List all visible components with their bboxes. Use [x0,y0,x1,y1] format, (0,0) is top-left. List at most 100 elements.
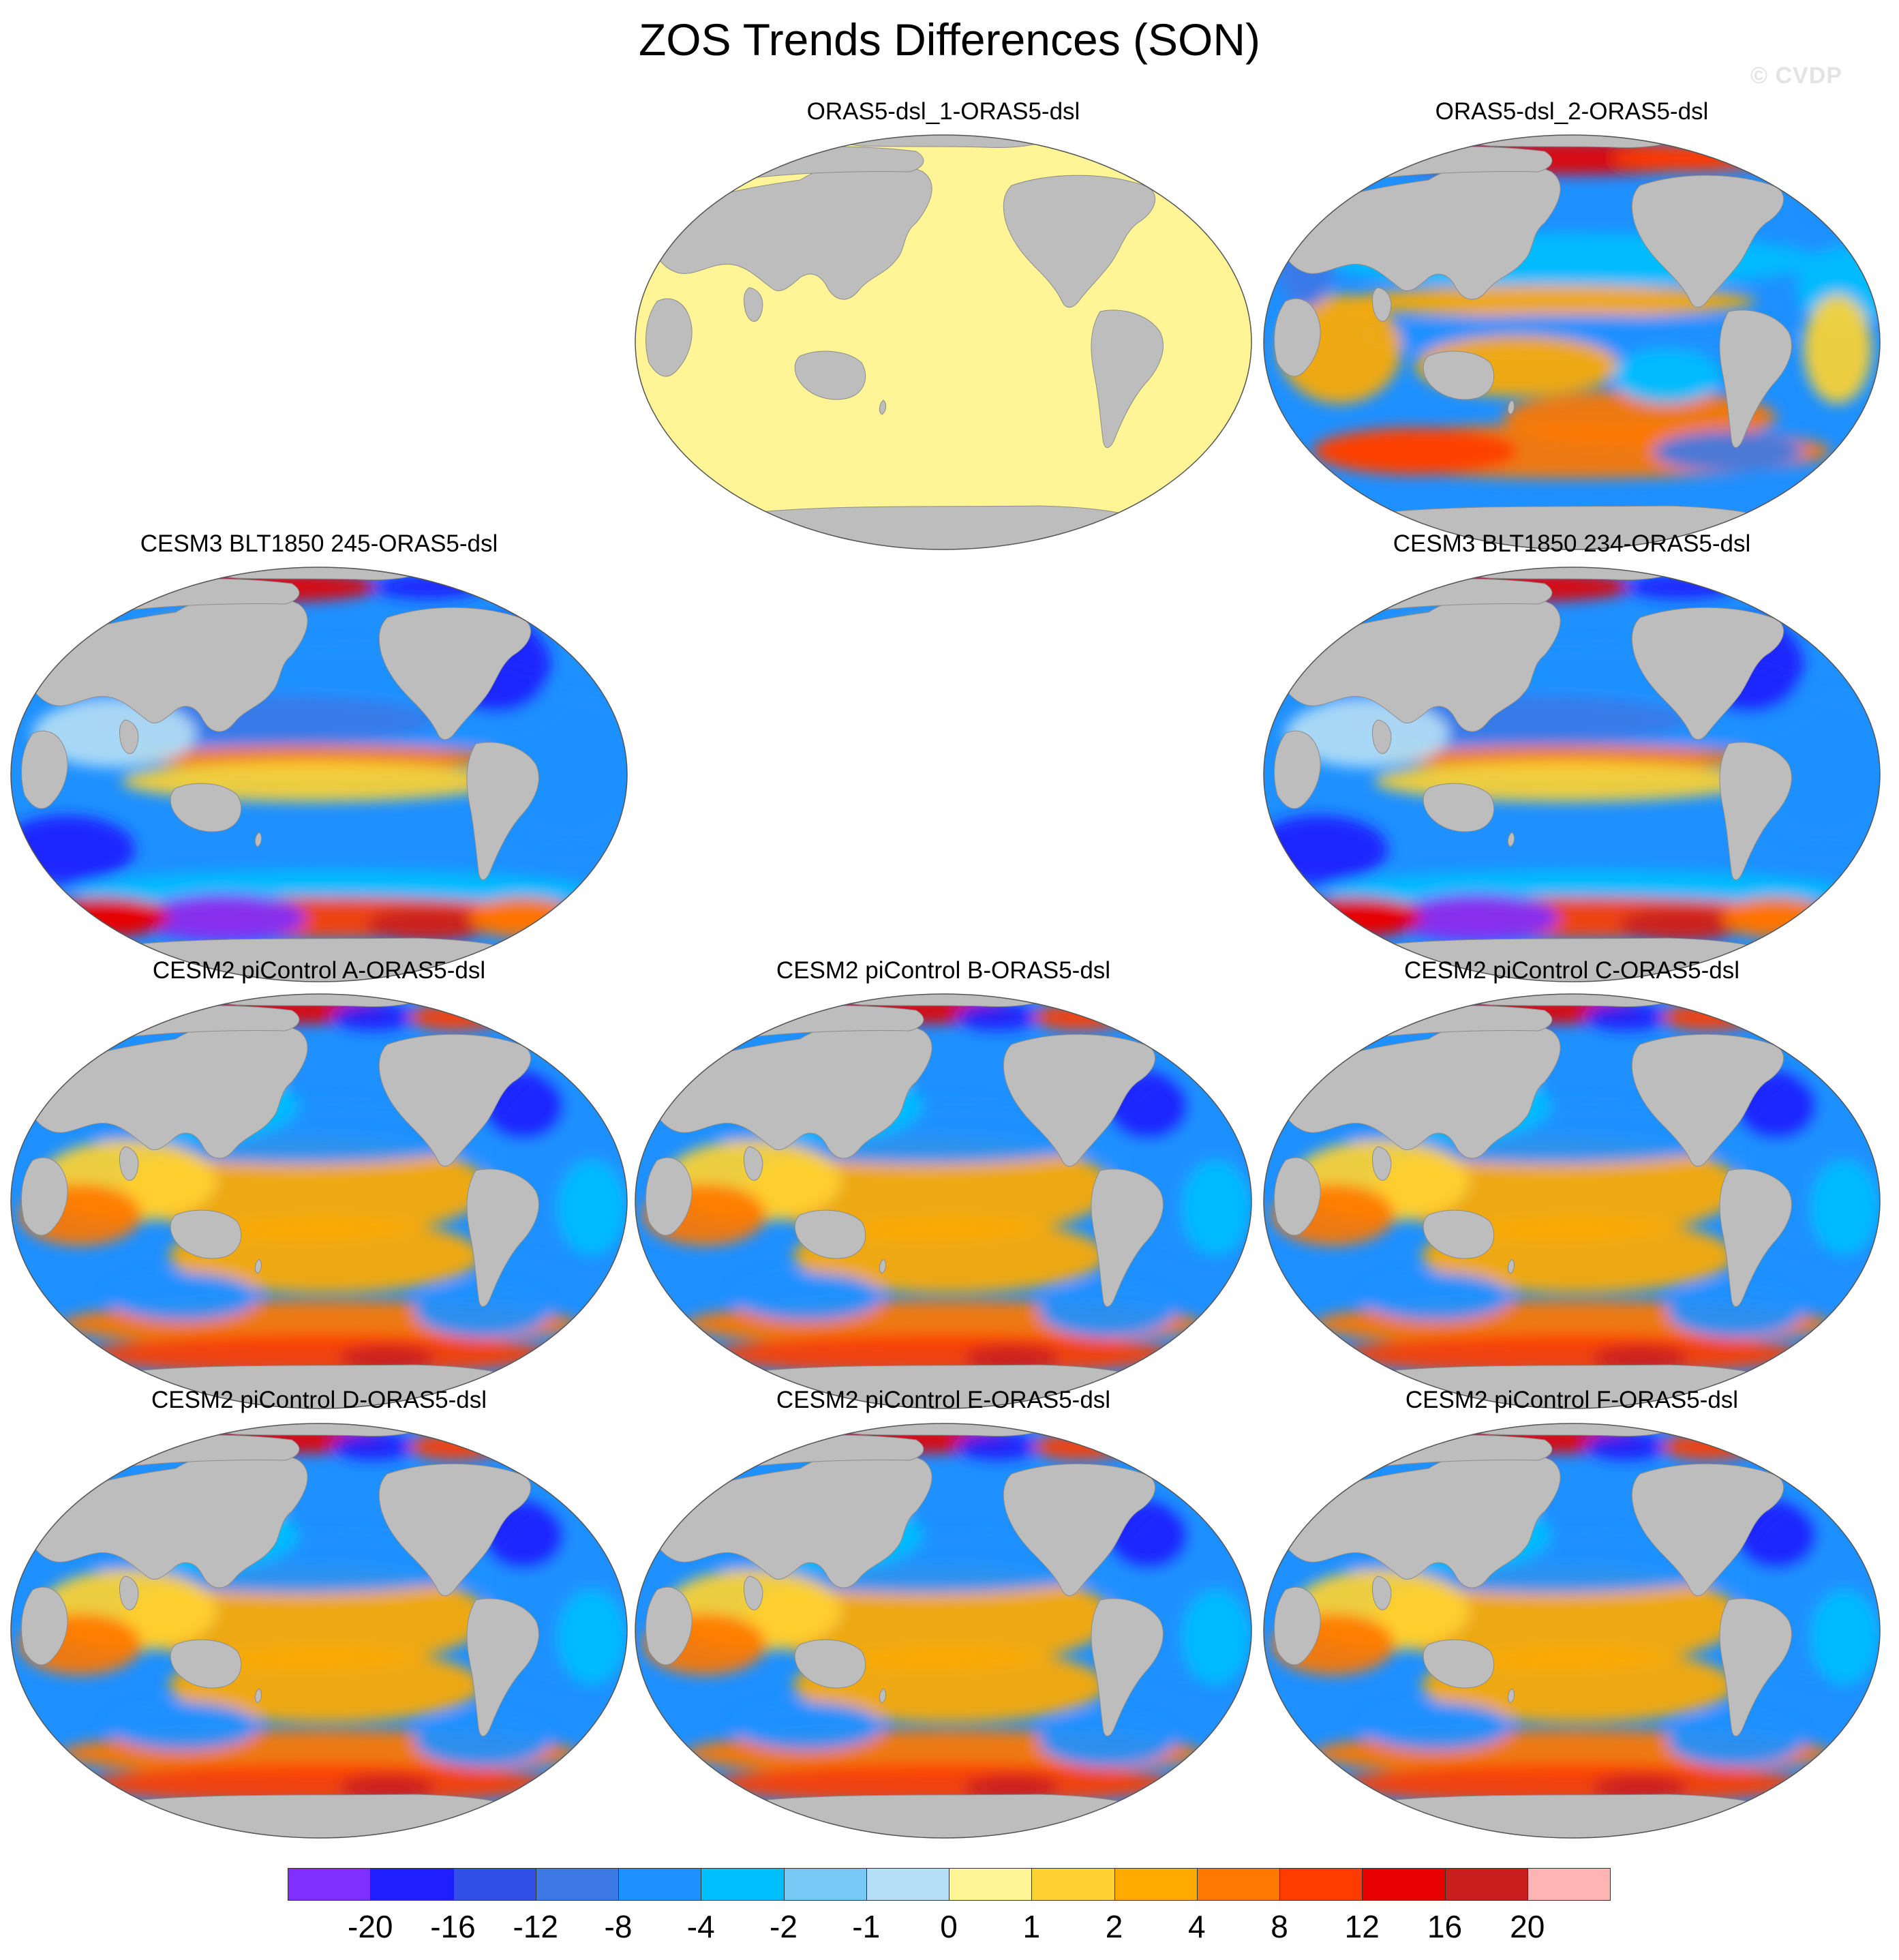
land-australia [1423,1639,1495,1689]
map-panel-cesm2-picontrol-b: CESM2 piControl B-ORAS5-dsl [630,956,1257,1409]
map-content [635,994,1251,1408]
land-india [119,719,139,754]
land-newzealand [879,399,887,415]
world-map [635,993,1252,1409]
anomaly-patch [1804,295,1872,404]
colorbar-box [1031,1868,1115,1901]
anomaly-patch [712,1334,1175,1375]
land-samerica [466,1169,539,1307]
map-content [1264,135,1880,549]
anomaly-patch [1182,1160,1250,1256]
land-greenland [1169,156,1215,202]
colorbar-box [949,1868,1033,1901]
land-namerica [1631,175,1784,308]
land-india [743,287,763,322]
anomaly-patch [732,1702,882,1750]
anomaly-patch [1742,693,1880,843]
map-outline [1263,567,1881,982]
world-map [10,567,628,982]
anomaly-patch [1722,897,1831,938]
land-europe [1848,1070,1880,1109]
land-india [119,1146,139,1181]
land-namerica [1003,175,1156,308]
world-map [1263,134,1881,550]
land-africa [645,1586,693,1665]
colorbar [288,1868,1611,1901]
map-panel-cesm2-picontrol-a: CESM2 piControl A-ORAS5-dsl [5,956,633,1409]
map-content [11,994,627,1408]
panel-title: CESM3 BLT1850 234-ORAS5-dsl [1393,530,1751,557]
map-outline [10,993,628,1409]
land-africa [645,298,693,377]
map-outline [635,1423,1252,1839]
land-samerica [1719,742,1792,880]
land-india [1371,719,1392,754]
anomaly-patch [469,897,578,938]
anomaly-patch [408,1433,503,1460]
world-map [10,993,628,1409]
figure-title: ZOS Trends Differences (SON) [638,14,1261,65]
land-africa [1274,1157,1321,1236]
panel-title: CESM2 piControl D-ORAS5-dsl [151,1387,487,1413]
land-africa [21,1586,68,1665]
map-outline [1263,1423,1881,1839]
anomaly-patch [1667,1713,1804,1767]
colorbar-box [1444,1868,1528,1901]
anomaly-patch [1182,1590,1250,1685]
land-europe [1848,644,1880,682]
land-greenland [1797,588,1844,634]
anomaly-patch [33,897,169,938]
colorbar-tick-label: 12 [1344,1909,1380,1944]
anomaly-patch [1032,1004,1127,1031]
anomaly-patch [1660,1433,1756,1460]
anomaly-patch [489,693,627,843]
anomaly-patch [1032,1433,1127,1460]
anomaly-patch [957,1433,1039,1460]
land-newzealand [879,1258,887,1274]
anomaly-patch [1313,427,1517,475]
land-samerica [1091,310,1164,448]
land-europe [595,1500,627,1539]
colorbar-box [1362,1868,1446,1901]
land-greenland [1797,1445,1844,1490]
panel-title: CESM2 piControl F-ORAS5-dsl [1405,1387,1739,1413]
map-outline [10,567,628,982]
land-newzealand [1507,1688,1515,1704]
colorbar-box [535,1868,619,1901]
world-map [635,1423,1252,1839]
colorbar-box [1114,1868,1198,1901]
map-content [635,1423,1251,1838]
anomaly-patch [169,1218,483,1293]
land-greenland [1797,1015,1844,1061]
anomaly-patch [1039,1713,1175,1767]
colorbar-box [1279,1868,1363,1901]
anomaly-patch [712,1764,1175,1805]
colorbar-box [1196,1868,1280,1901]
colorbar-tick-label: -4 [686,1909,715,1944]
anomaly-patch [558,1590,626,1685]
map-content [1264,994,1880,1408]
land-europe [595,644,627,682]
land-namerica [1003,1463,1156,1597]
land-india [1371,1575,1392,1610]
land-europe [1219,211,1251,250]
land-namerica [1631,1034,1784,1167]
land-india [743,1575,763,1610]
anomaly-patch [1613,349,1722,404]
land-greenland [1797,156,1844,202]
map-content [635,135,1251,549]
map-panel-oras5-dsl-2: ORAS5-dsl_2-ORAS5-dsl [1258,97,1885,550]
anomaly-patch [1395,894,1558,941]
anomaly-patch [1620,907,1742,941]
map-outline [635,993,1252,1409]
land-newzealand [254,832,262,847]
colorbar-box [370,1868,454,1901]
colorbar-tick-label: -12 [513,1909,558,1944]
land-africa [21,1157,68,1236]
land-samerica [1719,1598,1792,1736]
anomaly-patch [142,894,305,941]
colorbar-tick-label: -16 [430,1909,476,1944]
map-content [1264,1423,1880,1838]
map-panel-cesm2-picontrol-c: CESM2 piControl C-ORAS5-dsl [1258,956,1885,1409]
anomaly-patch [1039,1283,1175,1338]
